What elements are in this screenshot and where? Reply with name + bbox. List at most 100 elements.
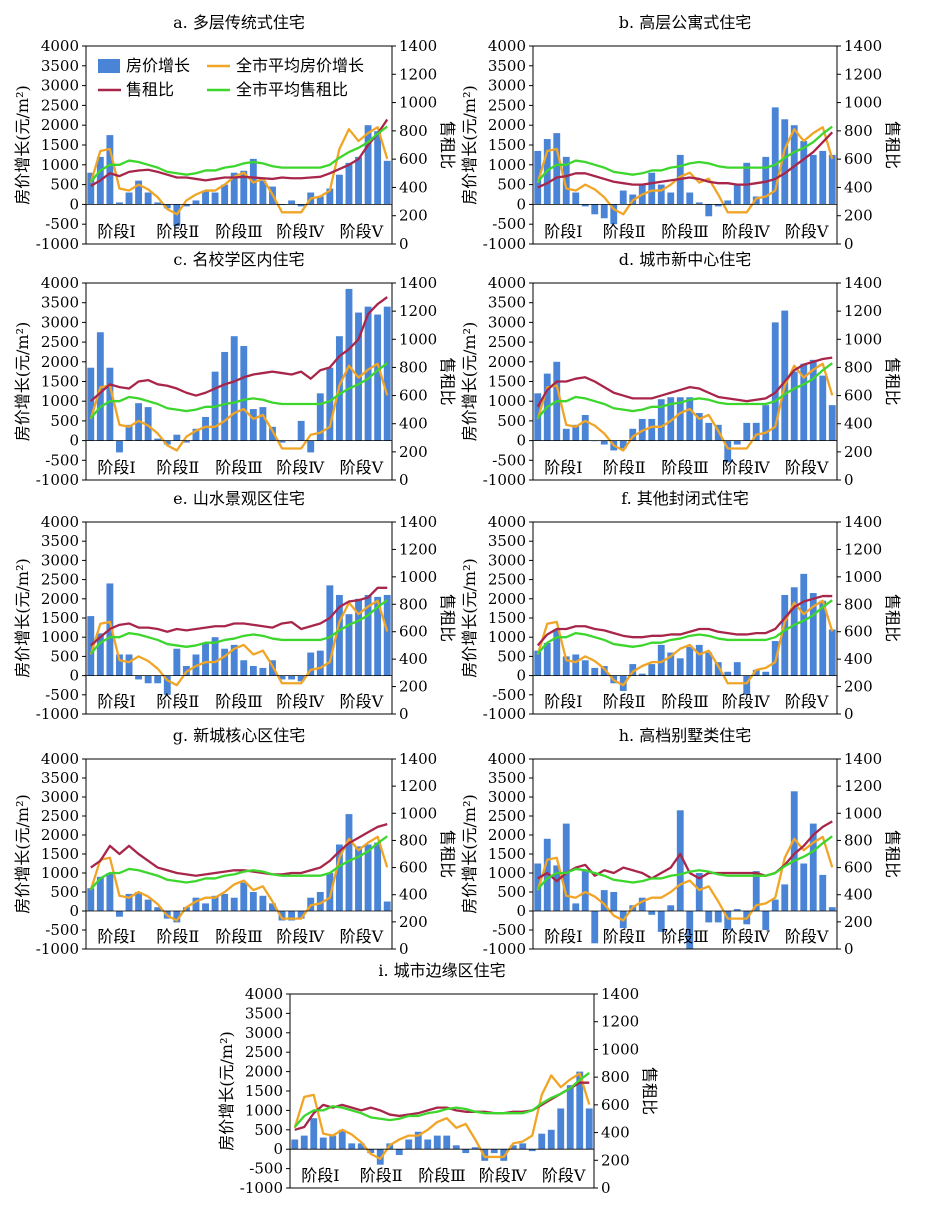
y2-tick-label: 800 [844, 831, 873, 849]
price-bar [173, 911, 181, 923]
y-tick-label: -500 [249, 1160, 283, 1178]
price-bar [326, 873, 334, 911]
y-tick-label: 3500 [488, 532, 526, 550]
price-bar [566, 1085, 574, 1150]
price-bar [648, 172, 656, 205]
city-ratio-line [536, 835, 833, 891]
y2-axis-title: 售租比 [438, 830, 457, 878]
city-price-line [536, 362, 834, 452]
city-price-line [536, 126, 834, 216]
y-tick-label: 4000 [488, 750, 526, 768]
price-bar [733, 184, 741, 205]
price-bar [202, 642, 209, 676]
y2-axis-title: 售租比 [883, 121, 902, 169]
y2-tick-label: 200 [399, 207, 428, 225]
price-bar [144, 192, 152, 205]
y2-tick-label: 1200 [844, 540, 882, 558]
price-bar [154, 907, 162, 911]
ratio-line [90, 823, 388, 877]
y-tick-label: 4000 [41, 37, 79, 55]
y-tick-label: -500 [45, 686, 79, 704]
price-bar [828, 907, 836, 911]
y-tick-label: 500 [50, 176, 79, 194]
price-bar [581, 660, 589, 676]
y-tick-label: 2500 [41, 96, 79, 114]
stage-label: 阶段Ⅳ [276, 458, 325, 477]
stage-label: 阶段Ⅲ [661, 458, 708, 477]
plot-frame [85, 45, 393, 245]
y2-tick-label: 1000 [399, 94, 437, 112]
price-bar [619, 190, 627, 205]
y-tick-label: 1000 [488, 864, 526, 882]
chart-title: e. 山水景观区住宅 [173, 489, 305, 508]
price-bar [345, 614, 353, 676]
y-tick-label: 1500 [488, 845, 526, 863]
price-bar [743, 675, 751, 695]
y-tick-label: -1000 [483, 235, 526, 253]
y2-tick-label: 800 [844, 122, 873, 140]
y-tick-label: 2000 [41, 826, 79, 844]
stage-label: 阶段Ⅲ [215, 927, 262, 946]
y-tick-label: -500 [45, 451, 79, 469]
y2-tick-label: 400 [844, 415, 873, 433]
price-bar [374, 842, 382, 911]
chart-title: f. 其他封闭式住宅 [621, 489, 749, 508]
y-tick-label: 2500 [41, 571, 79, 589]
price-bar [221, 893, 229, 911]
y-tick-label: 0 [69, 195, 79, 213]
price-bar [562, 428, 570, 441]
y-tick-label: 500 [497, 647, 526, 665]
y2-axis-title: 售租比 [640, 1067, 659, 1115]
price-bar [192, 897, 200, 911]
price-bar [828, 629, 836, 676]
y2-tick-label: 1200 [844, 302, 882, 320]
price-bar [534, 150, 542, 205]
y-axis-title: 房价增长(元/m²) [13, 558, 32, 677]
price-bar [686, 397, 694, 441]
price-bar [762, 405, 770, 441]
price-bar [106, 135, 114, 205]
y2-tick-label: 800 [399, 831, 428, 849]
y2-tick-label: 800 [844, 595, 873, 613]
price-bar [828, 154, 836, 205]
price-bar [116, 911, 123, 917]
city-price-line [89, 835, 389, 922]
chart-panel-4: d. 城市新中心住宅-1000-500050010001500200025003… [460, 250, 902, 489]
y-tick-label: 4000 [488, 37, 526, 55]
stage-label: 阶段Ⅴ [785, 927, 829, 946]
price-bar [192, 428, 200, 441]
price-bar [230, 897, 238, 911]
price-bar [667, 905, 675, 911]
y2-tick-label: 1400 [844, 750, 882, 768]
city-ratio-line [536, 125, 833, 183]
price-bar [125, 893, 133, 911]
y-tick-label: 4000 [488, 513, 526, 531]
y-tick-label: 1000 [41, 156, 79, 174]
y-tick-label: 1000 [41, 628, 79, 646]
price-bar [809, 593, 817, 676]
chart-title: c. 名校学区内住宅 [173, 250, 304, 269]
stage-label: 阶段Ⅴ [785, 222, 829, 241]
y2-tick-label: 1000 [844, 330, 882, 348]
price-bar [557, 1108, 565, 1150]
price-bar [310, 1118, 318, 1150]
price-bar [800, 573, 808, 676]
price-bar [278, 675, 286, 680]
price-bar [278, 911, 286, 921]
price-bar [87, 888, 95, 911]
y-tick-label: 500 [497, 883, 526, 901]
stage-label: 阶段Ⅴ [542, 1166, 586, 1185]
chart-panel-5: e. 山水景观区住宅-1000-500050010001500200025003… [13, 489, 457, 723]
y2-tick-label: 200 [844, 443, 873, 461]
price-bar [591, 204, 599, 215]
price-bar [600, 440, 608, 445]
price-bar [809, 823, 817, 911]
legend-city-price-label: 全市平均房价增长 [236, 56, 364, 75]
price-bar [743, 422, 751, 441]
price-bar [414, 1131, 422, 1150]
stage-label: 阶段Ⅳ [722, 222, 771, 241]
y-tick-label: 3000 [41, 788, 79, 806]
price-bar [374, 596, 382, 676]
y-tick-label: -500 [45, 921, 79, 939]
y-tick-label: -1000 [36, 471, 79, 489]
